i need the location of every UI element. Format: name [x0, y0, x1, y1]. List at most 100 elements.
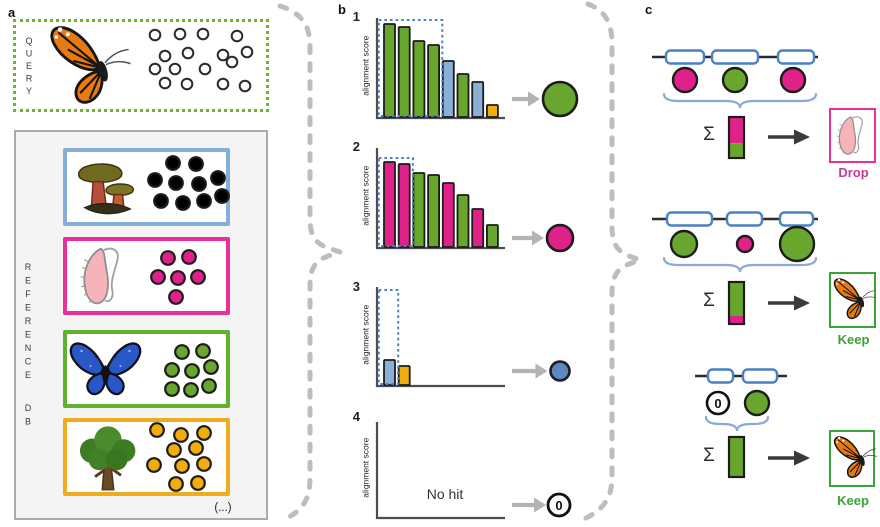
reference-entry-tree-dots [146, 422, 212, 492]
larva-protein-dot [181, 249, 197, 265]
alignment-score-bar [485, 224, 499, 248]
exon-box [706, 368, 735, 384]
alignment-score-bar [471, 208, 485, 248]
butterfly-protein-dot [201, 378, 217, 394]
tree-protein-dot [166, 442, 182, 458]
alignment-score-ylabel: alignment score [360, 304, 371, 365]
result-arrow-head [532, 230, 544, 246]
verdict-label-keep: Keep [837, 332, 870, 347]
butterfly-protein-dot [164, 362, 180, 378]
butterfly-protein-dot [203, 359, 219, 375]
query-protein-dot [216, 48, 230, 62]
assigned-taxon-circle [549, 360, 571, 382]
query-protein-dot [158, 76, 172, 90]
query-protein-dot [216, 77, 230, 91]
sum-bar-segment-green [729, 437, 744, 477]
alignment-score-ylabel: alignment score [360, 35, 371, 96]
butterfly-protein-dot [174, 344, 190, 360]
panel-a-label: a [8, 5, 16, 20]
query-protein-dot [198, 62, 212, 76]
query-protein-dot [181, 46, 195, 60]
alignment-score-bar [471, 81, 485, 118]
dashed-brace-a-to-b [277, 3, 348, 524]
larva-illustration [836, 116, 863, 155]
chart-axes [375, 422, 505, 520]
query-protein-dot [240, 45, 254, 59]
verdict-label-keep: Keep [837, 493, 869, 508]
sigma-sum-symbol: Σ [703, 445, 715, 466]
exon-box [741, 368, 779, 384]
sum-brace [704, 415, 770, 432]
chart-axes [375, 18, 505, 120]
alignment-score-bar [397, 365, 411, 386]
mushroom-illustration [77, 163, 135, 215]
monarch-butterfly-illustration [833, 278, 877, 320]
selected-hits-box [377, 19, 444, 117]
fungus-protein-dot [191, 176, 207, 192]
exon-taxon-circle [721, 66, 749, 94]
tree-protein-dot [168, 476, 184, 492]
reference-entry-larva-dots [150, 249, 206, 305]
query-protein-dot [148, 28, 162, 42]
sum-bar-segment-green [729, 282, 744, 316]
tree-protein-dot [173, 427, 189, 443]
query-label: QUERY [24, 36, 34, 99]
zero-hit-circle [705, 390, 731, 416]
alignment-score-bar [397, 26, 411, 118]
tree-illustration [79, 426, 136, 491]
reference-db-label: REFERENCE DB [23, 262, 33, 430]
alignment-score-bar [397, 163, 411, 248]
query-protein-dot [238, 79, 252, 93]
alignment-chart-4: 0 [375, 422, 572, 520]
result-arrow-head [535, 363, 548, 379]
exon-taxon-circle [669, 229, 699, 259]
alignment-score-bar [441, 182, 455, 248]
sum-bar-segment-green [729, 143, 744, 158]
query-protein-dot [148, 62, 162, 76]
sum-bar-segment-pink [729, 315, 744, 324]
monarch-butterfly-illustration [833, 436, 878, 478]
fungus-protein-dot [153, 193, 169, 209]
exon-taxon-circle [778, 225, 816, 263]
fungus-protein-dot [168, 175, 184, 191]
tree-protein-dot [196, 456, 212, 472]
sum-bar-outline [727, 280, 746, 326]
exon-taxon-circle [735, 234, 755, 254]
morpho-butterfly-illustration [69, 342, 142, 396]
alignment-score-ylabel: alignment score [360, 165, 371, 226]
exon-box [776, 49, 816, 65]
fungus-protein-dot [196, 193, 212, 209]
alignment-score-bar [383, 23, 396, 118]
selected-hits-box [377, 157, 414, 247]
sigma-sum-symbol: Σ [703, 124, 715, 145]
larva-protein-dot [168, 289, 184, 305]
alignment-chart-3 [375, 287, 571, 388]
verdict-arrow-head [794, 450, 810, 466]
fungus-protein-dot [165, 155, 181, 171]
chart-1-number: 1 [352, 9, 360, 24]
sum-bar-outline [727, 435, 746, 479]
alignment-score-ylabel: alignment score [360, 437, 371, 498]
query-protein-dot [158, 49, 172, 63]
chart-axes [375, 287, 505, 388]
butterfly-protein-dot [164, 381, 180, 397]
alignment-score-bar [412, 172, 426, 248]
sum-bar-segment-pink [729, 117, 744, 144]
reference-more-indicator: (...) [214, 502, 232, 514]
tree-protein-dot [146, 457, 162, 473]
fungus-protein-dot [147, 172, 163, 188]
fungus-protein-dot [210, 170, 226, 186]
alignment-score-bar [427, 174, 441, 248]
alignment-score-bar [456, 194, 470, 248]
chart-axes [375, 148, 505, 250]
panel-b-label: b [338, 2, 346, 17]
sum-bar-outline [727, 115, 746, 160]
alignment-score-bar [383, 359, 396, 386]
gene-filter-row-1 [652, 49, 818, 160]
gene-filter-row-3: 0 [695, 368, 810, 479]
reference-entry-fungus-dots [147, 155, 230, 211]
fungus-protein-dot [188, 156, 204, 172]
alignment-score-bar [383, 161, 396, 248]
